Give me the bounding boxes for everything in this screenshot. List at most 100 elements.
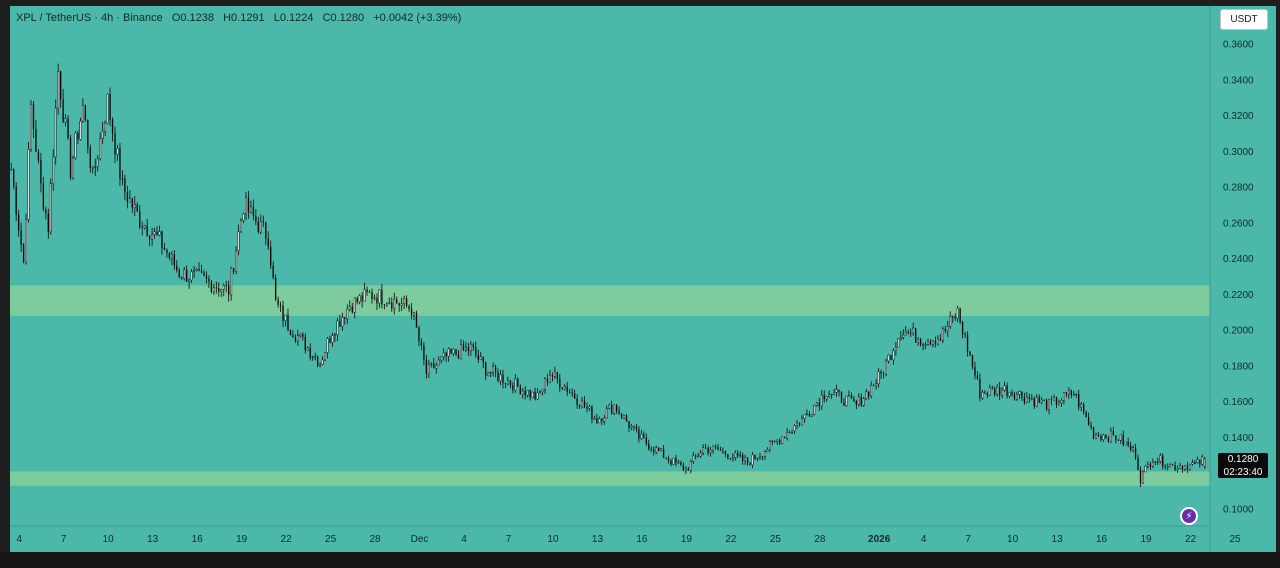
time-axis: 4 7 10 13 16 19 22 25 28 Dec 4 7 10 13 16 19 22 25 28 2026 4… [16,534,1241,545]
candle [588,404,591,412]
zone-1[interactable] [10,285,1210,316]
candle [536,387,539,401]
candle [855,399,858,410]
candle [408,304,410,312]
candle [722,447,724,455]
candle [212,283,215,295]
candle [1050,395,1053,406]
candle [991,385,993,390]
candle [979,373,981,402]
candle [166,248,168,258]
candle [228,280,230,302]
candle [242,212,245,224]
candle [15,182,17,222]
candle [398,302,400,312]
candle [292,330,294,338]
time-tick-label: 19 [681,534,693,545]
candle [487,372,490,377]
candlestick-chart[interactable]: 0.3600 0.3400 0.3200 0.3000 0.2800 0.2600 0.24… [10,6,1276,552]
candle [391,297,393,312]
candle [830,393,833,399]
candle [509,380,512,389]
candle [452,348,455,357]
candle [67,115,69,140]
candle [294,334,297,343]
price-tick-label: 0.2000 [1223,326,1254,337]
candle [99,132,102,161]
candle [781,436,784,445]
candle [924,341,927,350]
candle [245,192,247,221]
candle [1003,381,1006,392]
low-value: L0.1224 [273,12,314,24]
bottom-toolbar [0,552,1280,568]
candle [1090,421,1092,430]
candle [1060,397,1063,408]
candle [761,456,764,461]
candle [27,141,30,223]
candle [289,329,292,336]
candle [774,440,776,443]
time-tick-label: 13 [592,534,604,545]
candle [1134,443,1137,460]
candle [188,278,191,289]
symbol-label[interactable]: XPL / TetherUS · 4h · Binance [16,12,163,24]
candle [526,389,529,398]
zone-2[interactable] [10,471,1210,486]
candle [917,337,920,346]
candle [413,311,415,321]
candle [1023,392,1026,405]
candle [613,404,616,415]
candle [813,404,816,416]
candle [410,302,413,320]
candle [425,354,428,379]
candle [348,300,351,312]
candle [823,390,825,403]
candle [877,368,880,388]
candle [45,206,47,220]
candle [731,453,734,462]
candle [786,427,789,441]
candle [277,296,279,308]
candle [1174,461,1176,472]
candle [1058,399,1060,406]
candle [341,312,344,331]
candle [1030,393,1033,401]
candle [272,261,274,280]
candle [734,450,737,461]
high-value: H0.1291 [223,12,265,24]
candle [517,377,519,387]
time-tick-label: 22 [725,534,737,545]
candle [101,121,104,144]
candle [1035,394,1038,408]
time-tick-label: 22 [1185,534,1197,545]
candle [591,404,593,424]
chart-panel[interactable]: 0.3600 0.3400 0.3200 0.3000 0.2800 0.2600 0.24… [10,6,1276,552]
candle [222,283,225,297]
candle [628,420,630,432]
time-tick-label: 19 [1140,534,1152,545]
candle [803,414,806,423]
candle [771,439,774,446]
candle [304,333,306,354]
candle [904,326,907,336]
candle [689,459,692,474]
candle [363,282,366,302]
candle [94,158,97,176]
candle [741,452,744,465]
lightning-icon[interactable]: ⚡ [1180,507,1198,525]
candle [445,351,447,363]
zones-layer [10,285,1210,486]
candle [768,440,771,453]
time-tick-label: 25 [325,534,337,545]
candle [450,348,452,355]
candle [1018,390,1021,399]
candle [563,383,566,391]
candle [195,267,198,272]
candle [927,338,929,346]
currency-unit-button[interactable]: USDT [1220,9,1268,30]
candle [984,390,986,394]
candle [1065,391,1068,398]
candle [457,350,460,360]
candle [381,283,383,309]
